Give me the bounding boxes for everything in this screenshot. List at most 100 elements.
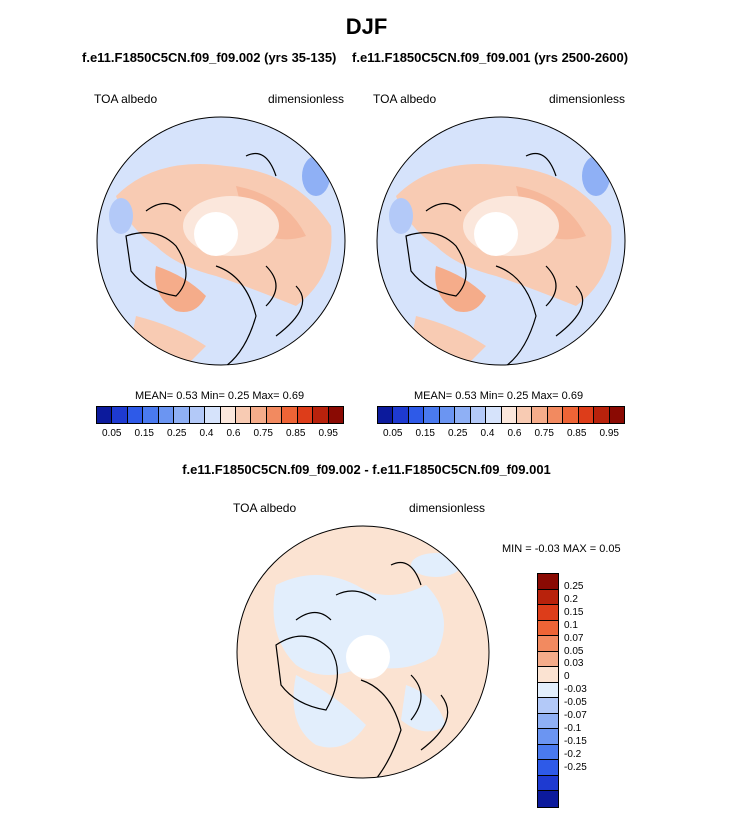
- colorbar-swatch: [547, 407, 564, 423]
- diff-stats: MIN = -0.03 MAX = 0.05: [502, 543, 621, 555]
- colorbar-swatch: [127, 407, 144, 423]
- colorbar-tick-label: 0.85: [285, 428, 306, 439]
- right-colorbar-ticks: 0.05 0.15 0.25 0.4 0.6 0.75 0.85 0.95: [377, 428, 625, 439]
- colorbar-tick-label: 0.05: [383, 428, 403, 439]
- colorbar-tick-label: 0.05: [102, 428, 122, 439]
- colorbar-swatch: [538, 589, 558, 605]
- colorbar-swatch: [455, 407, 471, 423]
- colorbar-swatch: [501, 407, 517, 423]
- colorbar-swatch: [538, 682, 558, 698]
- left-colorbar-bar: [96, 406, 344, 424]
- colorbar-tick-label: 0.15: [564, 606, 584, 618]
- colorbar-swatch: [235, 407, 252, 423]
- colorbar-tick-label: 0.2: [564, 593, 578, 605]
- colorbar-tick-label: -0.25: [564, 761, 587, 773]
- colorbar-swatch: [563, 407, 579, 423]
- colorbar-swatch: [378, 407, 394, 423]
- colorbar-swatch: [578, 407, 595, 423]
- colorbar-swatch: [251, 407, 267, 423]
- colorbar-tick-label: -0.05: [564, 697, 587, 709]
- colorbar-swatch: [97, 407, 113, 423]
- colorbar-swatch: [220, 407, 236, 423]
- colorbar-tick-label: 0.15: [134, 428, 154, 439]
- colorbar-swatch: [538, 620, 558, 636]
- right-stats: MEAN= 0.53 Min= 0.25 Max= 0.69: [414, 390, 584, 402]
- colorbar-tick-label: 0.95: [318, 428, 338, 439]
- left-stats: MEAN= 0.53 Min= 0.25 Max= 0.69: [135, 390, 305, 402]
- right-polar-map: [376, 116, 626, 366]
- colorbar-swatch: [538, 698, 558, 714]
- colorbar-tick-label: 0.15: [415, 428, 435, 439]
- colorbar-swatch: [538, 729, 558, 745]
- colorbar-tick-label: -0.03: [564, 684, 587, 696]
- colorbar-swatch: [538, 651, 558, 667]
- colorbar-swatch: [439, 407, 456, 423]
- figure-title: DJF: [345, 14, 388, 39]
- diff-variable-label: TOA albedo: [233, 501, 297, 515]
- colorbar-swatch: [538, 574, 558, 590]
- colorbar-tick-label: 0.25: [167, 428, 187, 439]
- colorbar-swatch: [328, 407, 343, 423]
- colorbar-swatch: [282, 407, 298, 423]
- colorbar-tick-label: 0: [564, 671, 570, 683]
- colorbar-tick-label: 0.25: [448, 428, 468, 439]
- colorbar-swatch: [297, 407, 314, 423]
- colorbar-swatch: [538, 744, 558, 760]
- colorbar-tick-label: 0.85: [566, 428, 587, 439]
- right-colorbar: 0.05 0.15 0.25 0.4 0.6 0.75 0.85 0.95: [377, 406, 625, 439]
- colorbar-tick-label: 0.03: [564, 658, 584, 670]
- diff-colorbar: [537, 573, 559, 808]
- colorbar-tick-label: 0.95: [599, 428, 619, 439]
- right-units-label: dimensionless: [549, 92, 626, 106]
- colorbar-swatch: [538, 775, 558, 791]
- colorbar-swatch: [516, 407, 533, 423]
- right-variable-label: TOA albedo: [373, 92, 437, 106]
- left-polar-map: [96, 116, 346, 366]
- diff-subtitle: f.e11.F1850C5CN.f09_f09.002 - f.e11.F185…: [182, 462, 551, 477]
- colorbar-swatch: [486, 407, 502, 423]
- colorbar-swatch: [538, 667, 558, 683]
- colorbar-swatch: [538, 791, 558, 807]
- colorbar-swatch: [408, 407, 425, 423]
- left-variable-label: TOA albedo: [94, 92, 158, 106]
- colorbar-tick-label: 0.6: [507, 428, 522, 439]
- colorbar-tick-label: 0.75: [534, 428, 554, 439]
- colorbar-tick-label: 0.4: [199, 428, 214, 439]
- colorbar-swatch: [266, 407, 283, 423]
- colorbar-swatch: [174, 407, 190, 423]
- colorbar-tick-label: 0.05: [564, 645, 584, 657]
- colorbar-tick-label: -0.15: [564, 735, 587, 747]
- colorbar-swatch: [112, 407, 128, 423]
- colorbar-tick-label: 0.1: [564, 619, 578, 631]
- colorbar-swatch: [424, 407, 440, 423]
- colorbar-swatch: [393, 407, 409, 423]
- colorbar-swatch: [313, 407, 329, 423]
- colorbar-tick-label: 0.07: [564, 632, 584, 644]
- diff-polar-map: [236, 525, 490, 779]
- diff-colorbar-ticks: 0.25 0.2 0.15 0.1 0.07 0.05 0.03 0 -0.03 -0.05 -0.…: [564, 573, 624, 813]
- colorbar-tick-label: 0.6: [226, 428, 241, 439]
- colorbar-tick-label: -0.07: [564, 710, 587, 721]
- left-units-label: dimensionless: [268, 92, 345, 106]
- colorbar-tick-label: 0.75: [253, 428, 273, 439]
- colorbar-swatch: [538, 760, 558, 776]
- colorbar-swatch: [470, 407, 487, 423]
- colorbar-tick-label: -0.2: [564, 748, 582, 760]
- left-colorbar-ticks: 0.05 0.15 0.25 0.4 0.6 0.75 0.85 0.95: [96, 428, 344, 439]
- colorbar-swatch: [538, 605, 558, 621]
- colorbar-swatch: [205, 407, 221, 423]
- right-subtitle: f.e11.F1850C5CN.f09_f09.001 (yrs 2500-26…: [352, 50, 629, 65]
- left-colorbar: 0.05 0.15 0.25 0.4 0.6 0.75 0.85 0.95: [96, 406, 344, 439]
- colorbar-swatch: [532, 407, 548, 423]
- colorbar-tick-label: -0.1: [564, 722, 582, 734]
- colorbar-swatch: [594, 407, 610, 423]
- right-colorbar-bar: [377, 406, 625, 424]
- colorbar-swatch: [538, 636, 558, 652]
- colorbar-tick-label: 0.4: [480, 428, 495, 439]
- colorbar-swatch: [189, 407, 206, 423]
- colorbar-swatch: [609, 407, 624, 423]
- colorbar-swatch: [158, 407, 175, 423]
- colorbar-swatch: [143, 407, 159, 423]
- colorbar-tick-label: 0.25: [564, 581, 584, 592]
- colorbar-swatch: [538, 713, 558, 729]
